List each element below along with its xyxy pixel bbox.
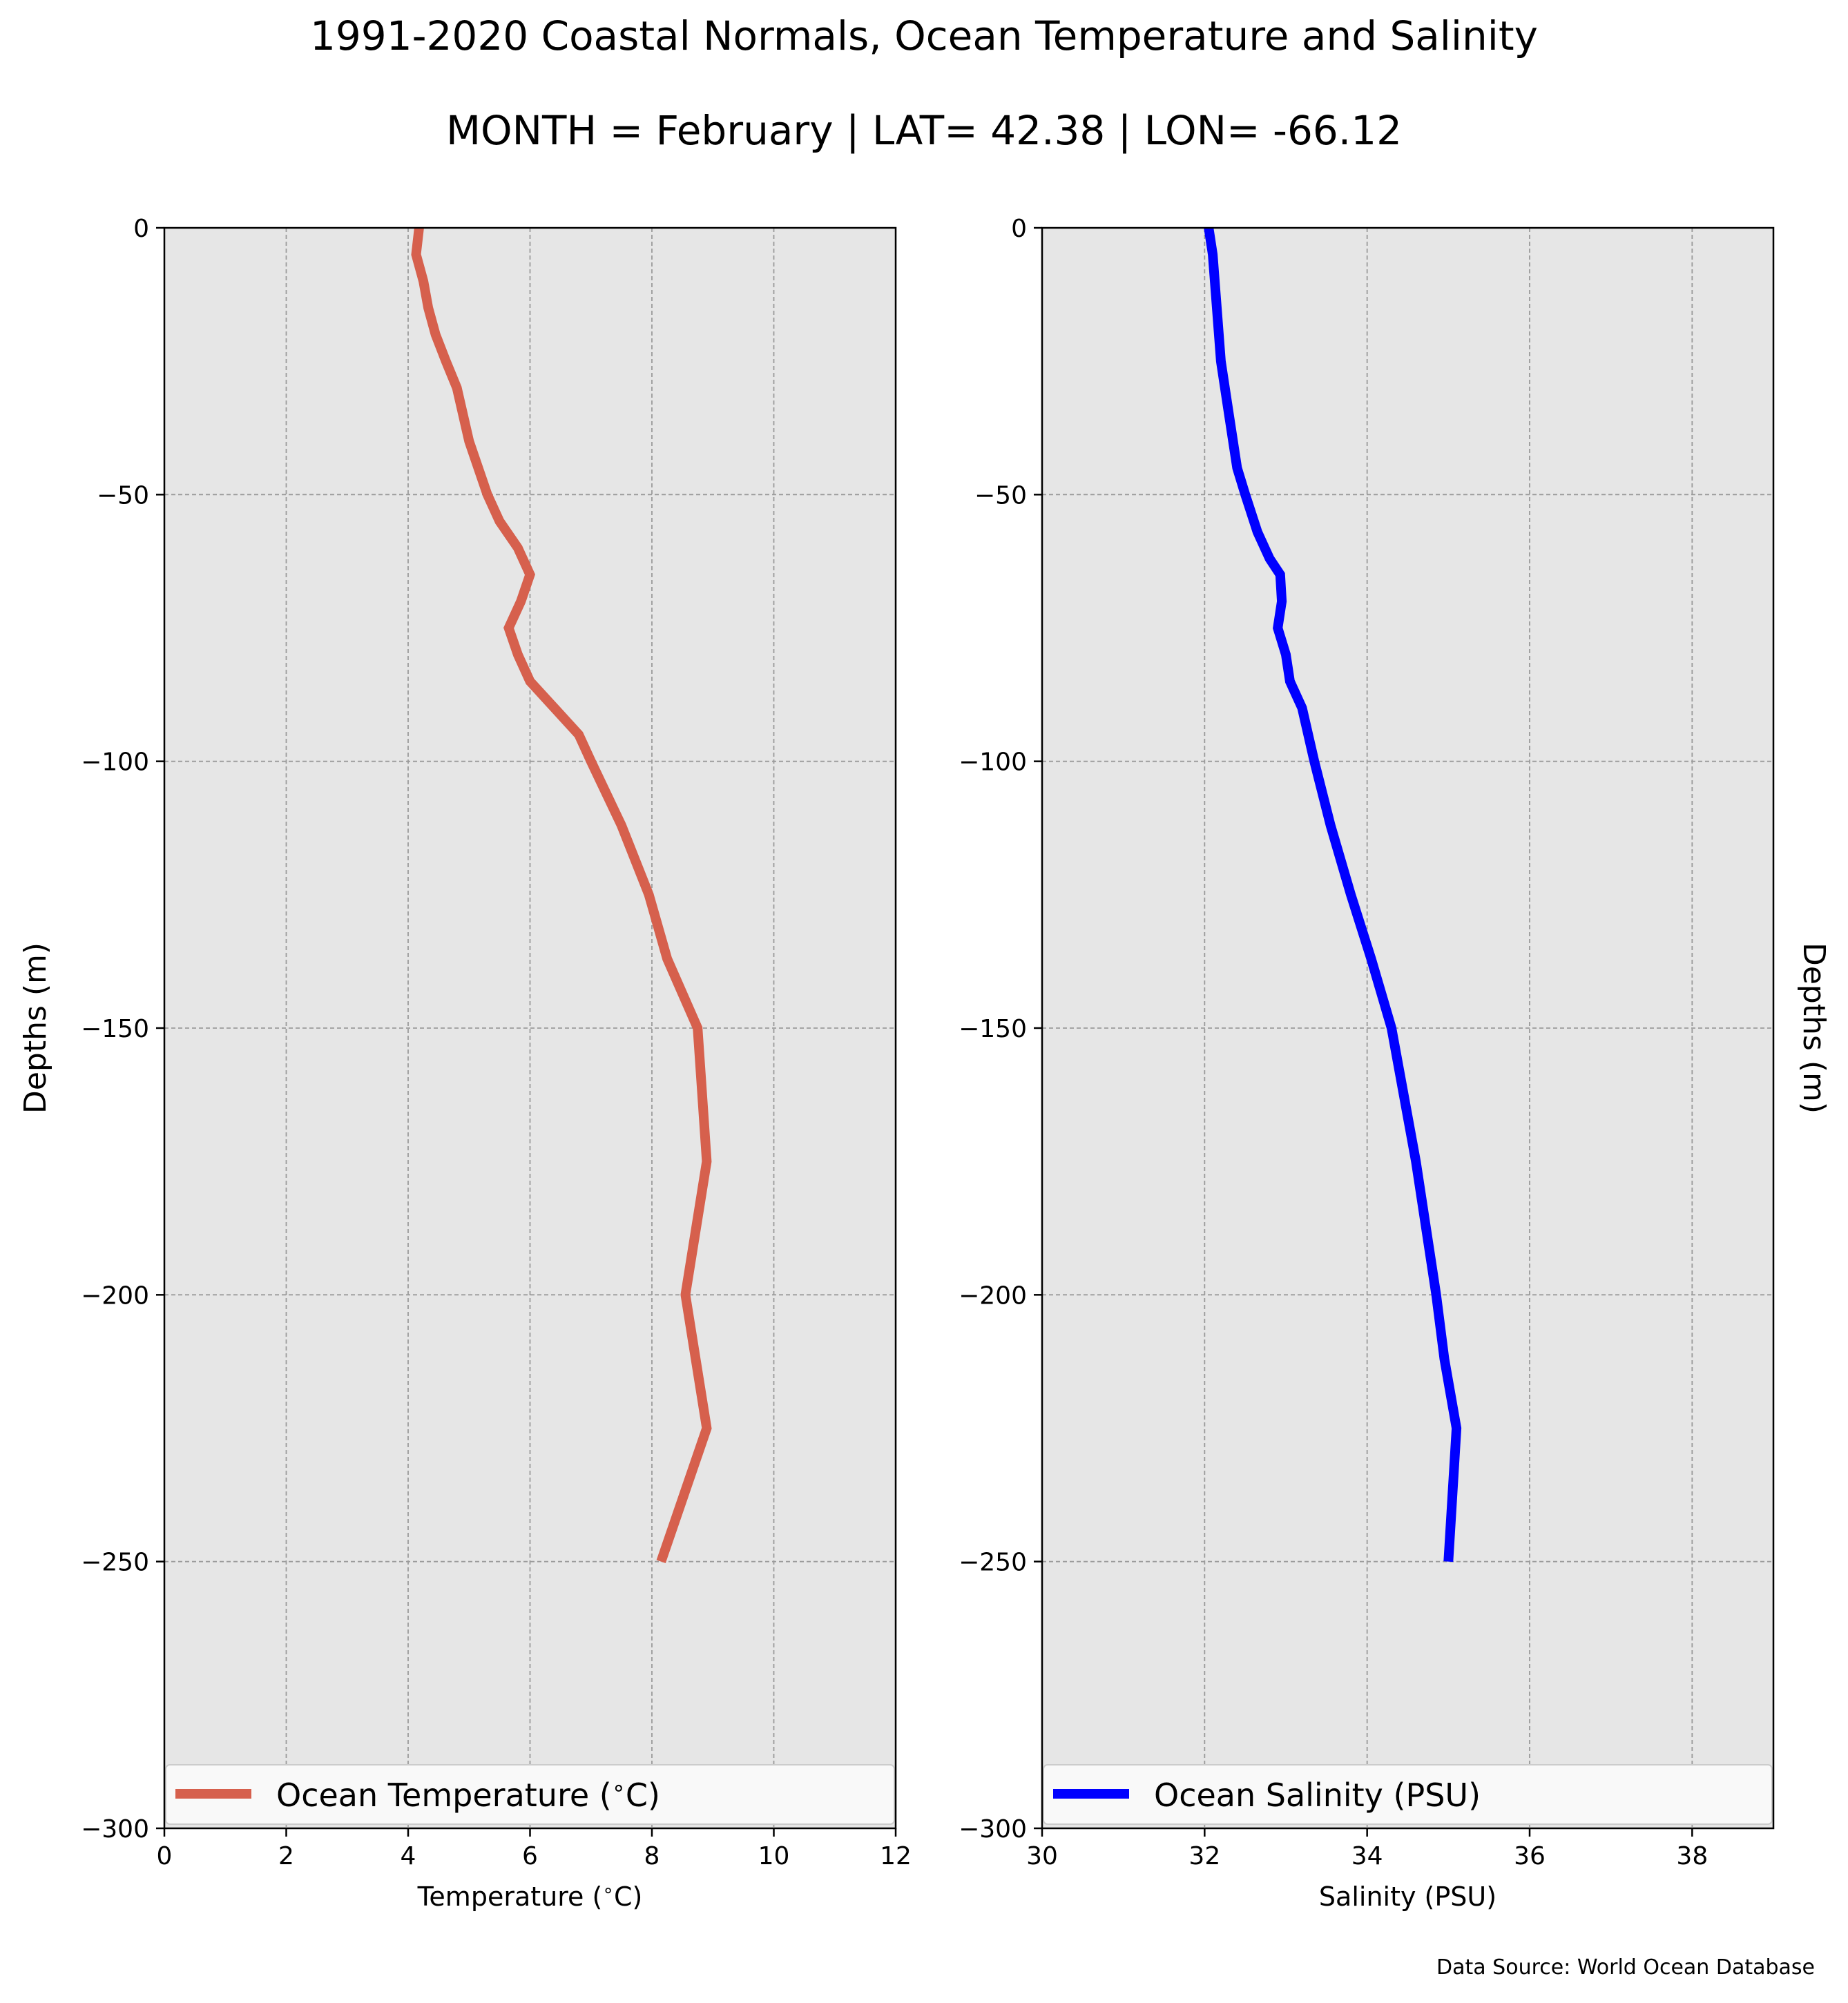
y-tick-label: −250: [81, 1549, 149, 1577]
y-tick-label: −300: [81, 1815, 149, 1844]
x-tick-label: 4: [401, 1842, 416, 1870]
x-axis-label: Temperature (∘C): [417, 1880, 643, 1912]
legend-box: [165, 1764, 895, 1825]
x-tick-label: 2: [278, 1842, 294, 1870]
chart-title: 1991-2020 Coastal Normals, Ocean Tempera…: [310, 12, 1538, 59]
y-tick-label: −50: [97, 481, 149, 510]
x-tick-label: 36: [1514, 1842, 1546, 1870]
chart-subtitle: MONTH = February | LAT= 42.38 | LON= -66…: [445, 107, 1403, 154]
x-tick-label: 32: [1188, 1842, 1220, 1870]
y-tick-label: −50: [974, 481, 1027, 510]
y-tick-label: −300: [959, 1815, 1027, 1844]
y-tick-label: −100: [959, 748, 1027, 777]
y-tick-label: 0: [1011, 215, 1027, 243]
legend-box: [1043, 1764, 1773, 1825]
x-axis-label: Salinity (PSU): [1319, 1881, 1496, 1912]
y-tick-label: −200: [81, 1281, 149, 1310]
salinity-panel: Ocean Salinity (PSU) 30 32 34 36 38 0 −50 −100 −1…: [959, 215, 1831, 1912]
legend: Ocean Temperature (∘C): [165, 1764, 895, 1825]
x-tick-label: 6: [522, 1842, 538, 1870]
y-axis-label: Depths (m): [18, 942, 53, 1114]
data-source-note: Data Source: World Ocean Database: [1436, 1955, 1815, 1980]
x-tick-label: 38: [1676, 1842, 1708, 1870]
y-tick-label: −150: [81, 1015, 149, 1043]
legend: Ocean Salinity (PSU): [1043, 1764, 1773, 1825]
x-tick-label: 10: [758, 1842, 790, 1870]
y-axis-label: Depths (m): [1796, 942, 1831, 1114]
legend-label: Ocean Temperature (∘C): [276, 1774, 660, 1814]
y-tick-label: −100: [81, 748, 149, 777]
x-tick-label: 12: [880, 1842, 912, 1870]
x-tick-label: 0: [157, 1842, 173, 1870]
legend-label: Ocean Salinity (PSU): [1154, 1777, 1481, 1814]
salinity-line: [1204, 226, 1462, 1562]
y-tick-label: −250: [959, 1549, 1027, 1577]
x-tick-label: 8: [644, 1842, 660, 1870]
y-tick-label: −200: [959, 1281, 1027, 1310]
x-tick-label: 30: [1026, 1842, 1058, 1870]
temperature-line: [411, 227, 712, 1563]
x-tick-label: 34: [1351, 1842, 1383, 1870]
y-tick-label: 0: [133, 215, 149, 243]
temperature-panel: Ocean Temperature (∘C) 0 2 4 6 8 10 12 0 −50 −100 −…: [18, 215, 912, 1912]
y-tick-label: −150: [959, 1015, 1027, 1043]
